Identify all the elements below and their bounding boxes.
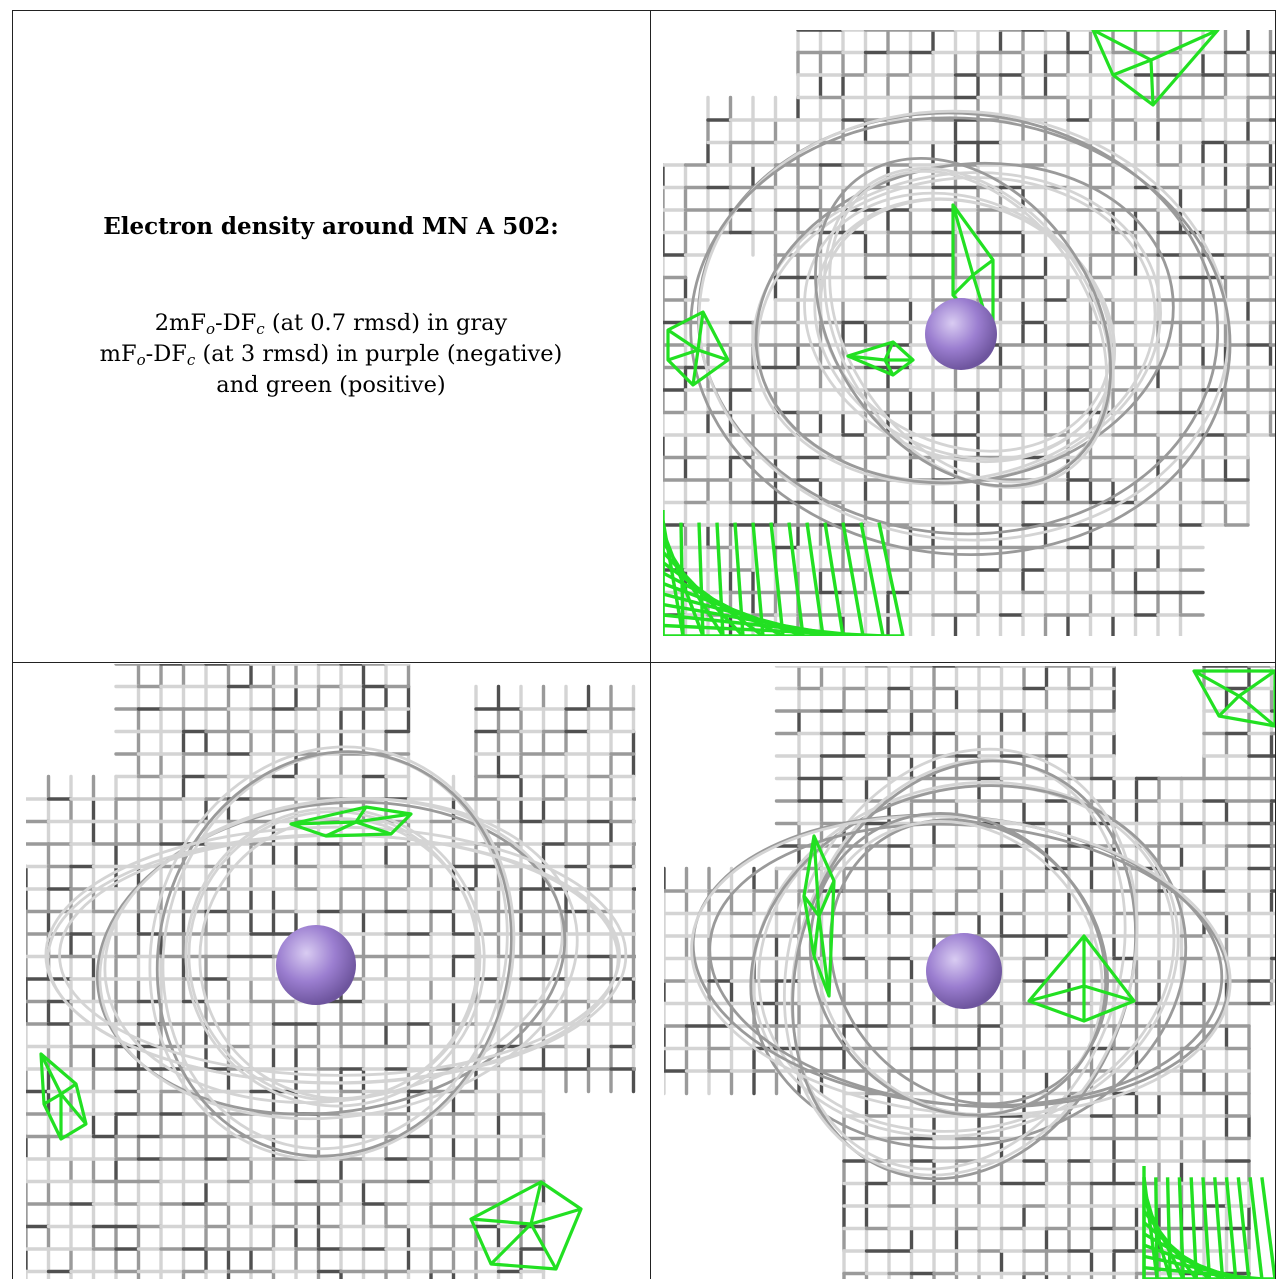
legend-line-positive: and green (positive): [216, 372, 446, 398]
figure-title: Electron density around MN A 502:: [103, 213, 559, 240]
positive-density-blob: [1142, 1166, 1275, 1279]
frame-left-border: [12, 10, 13, 1279]
mesh-view-1: [663, 30, 1275, 636]
frame-center-border: [650, 10, 651, 1279]
positive-density-blob: [39, 1052, 88, 1141]
positive-density-blob: [1027, 934, 1136, 1023]
frame-middle-border: [12, 662, 1276, 663]
density-contour-curves: [690, 747, 1232, 1181]
positive-density-blob: [289, 805, 413, 838]
legend-line-gray-map: 2mFo-DFc (at 0.7 rmsd) in gray: [154, 310, 508, 338]
density-panel-bottom-left: [26, 664, 636, 1279]
caption-panel: Electron density around MN A 502: 2mFo-D…: [12, 10, 650, 661]
frame-top-border: [12, 10, 1276, 11]
density-panel-bottom-right: [664, 666, 1275, 1279]
positive-density-blob: [666, 310, 730, 387]
mesh-view-3: [664, 666, 1275, 1279]
density-contour-curves: [44, 745, 628, 1161]
positive-density-blob: [1192, 669, 1275, 728]
density-contour-curves: [689, 109, 1232, 557]
manganese-atom-sphere: [276, 925, 356, 1005]
positive-density-blob: [1091, 30, 1220, 107]
positive-density-blob: [846, 340, 915, 377]
manganese-atom-sphere: [925, 298, 997, 370]
positive-density-blob: [663, 510, 905, 636]
legend-line-difference-map: mFo-DFc (at 3 rmsd) in purple (negative): [99, 341, 563, 369]
legend-text: 2mFo-DFc (at 0.7 rmsd) in gray mFo-DFc (…: [100, 308, 563, 401]
manganese-atom-sphere: [926, 933, 1002, 1009]
density-panel-top-right: [663, 30, 1275, 636]
positive-density-blob: [469, 1180, 583, 1271]
positive-density-blob: [802, 834, 836, 998]
mesh-view-2: [26, 664, 636, 1279]
